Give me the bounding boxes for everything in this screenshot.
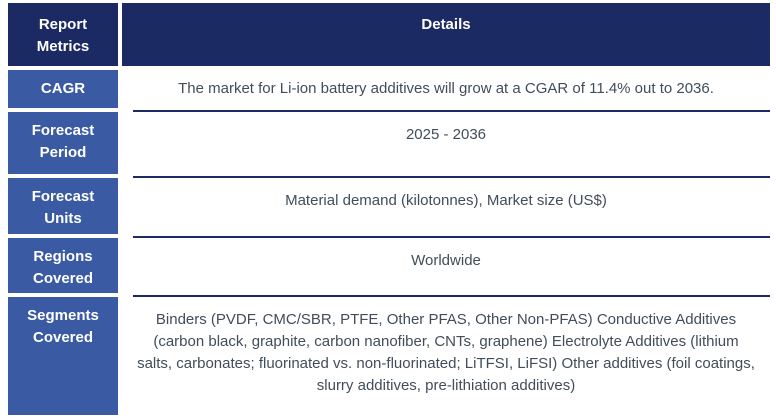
row-separator (133, 295, 770, 297)
metric-cell-cagr: CAGR (8, 70, 118, 108)
row-separator (133, 110, 770, 112)
detail-cell-cagr: The market for Li-ion battery additives … (122, 66, 770, 112)
row-separator (133, 176, 770, 178)
detail-text-regions-covered: Worldwide (411, 252, 481, 269)
metric-cell-forecast-units: Forecast Units (8, 178, 118, 234)
row-separator (133, 236, 770, 238)
detail-text-forecast-units: Material demand (kilotonnes), Market siz… (285, 192, 607, 209)
detail-text-cagr: The market for Li-ion battery additives … (178, 80, 714, 97)
metric-cell-regions-covered: Regions Covered (8, 238, 118, 293)
detail-text-forecast-period: 2025 - 2036 (405, 126, 487, 143)
detail-cell-forecast-units: Material demand (kilotonnes), Market siz… (122, 178, 770, 238)
metric-column: Report Metrics CAGR Forecast Period Fore… (8, 3, 118, 415)
detail-cell-regions-covered: Worldwide (122, 238, 770, 297)
detail-cell-forecast-period: 2025 - 2036 (122, 112, 770, 178)
details-column: Details The market for Li-ion battery ad… (122, 3, 770, 418)
detail-cell-segments-covered: Binders (PVDF, CMC/SBR, PTFE, Other PFAS… (122, 297, 770, 418)
column-header-report-metrics: Report Metrics (8, 3, 118, 66)
column-header-details: Details (122, 3, 770, 66)
metric-cell-forecast-period: Forecast Period (8, 112, 118, 174)
metric-cell-segments-covered: Segments Covered (8, 297, 118, 415)
detail-text-segments-covered: Binders (PVDF, CMC/SBR, PTFE, Other PFAS… (137, 311, 755, 394)
